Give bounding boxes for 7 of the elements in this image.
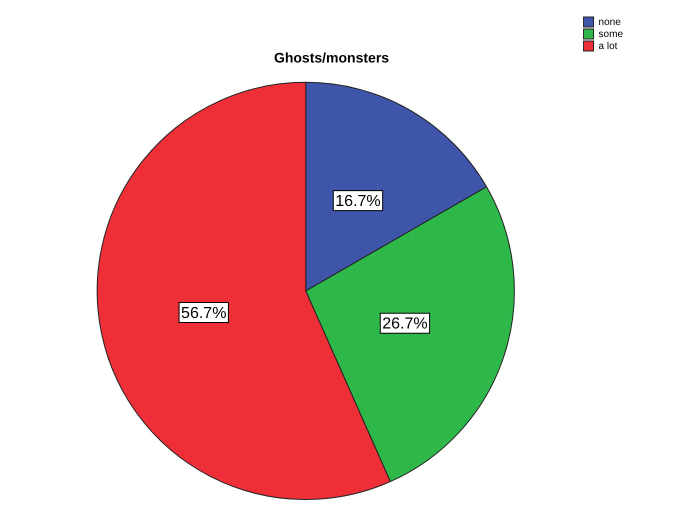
data-label: 26.7% [382,316,428,333]
legend-label: some [598,28,624,40]
legend-label: none [598,16,622,28]
text: Ghosts/monsters [274,49,390,66]
data-label: 56.7% [181,304,226,322]
data-label: 16.7% [335,193,381,210]
legend-label: a lot [598,40,618,52]
